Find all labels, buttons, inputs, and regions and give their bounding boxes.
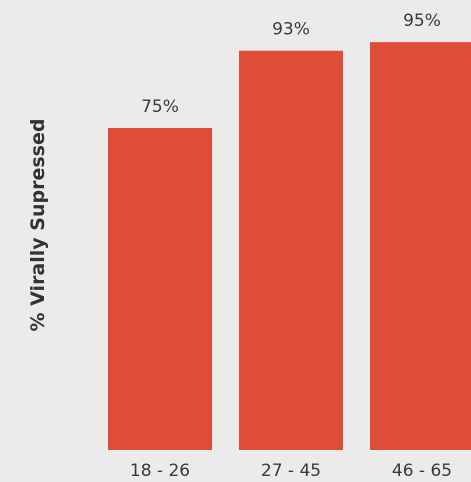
- bar-2: [239, 50, 343, 450]
- value-label-3: 95%: [403, 11, 441, 31]
- category-labels-group: 18 - 26 27 - 45 46 - 65: [130, 461, 452, 481]
- category-label-2: 27 - 45: [261, 461, 321, 481]
- bar-1: [108, 128, 212, 450]
- bars-group: [108, 42, 471, 451]
- value-label-1: 75%: [141, 97, 179, 117]
- bar-3: [370, 42, 471, 451]
- y-axis-label: % Virally Supressed: [27, 119, 49, 332]
- value-label-2: 93%: [272, 20, 310, 40]
- value-labels-group: 75% 93% 95%: [141, 11, 441, 117]
- category-label-3: 46 - 65: [392, 461, 452, 481]
- category-label-1: 18 - 26: [130, 461, 190, 481]
